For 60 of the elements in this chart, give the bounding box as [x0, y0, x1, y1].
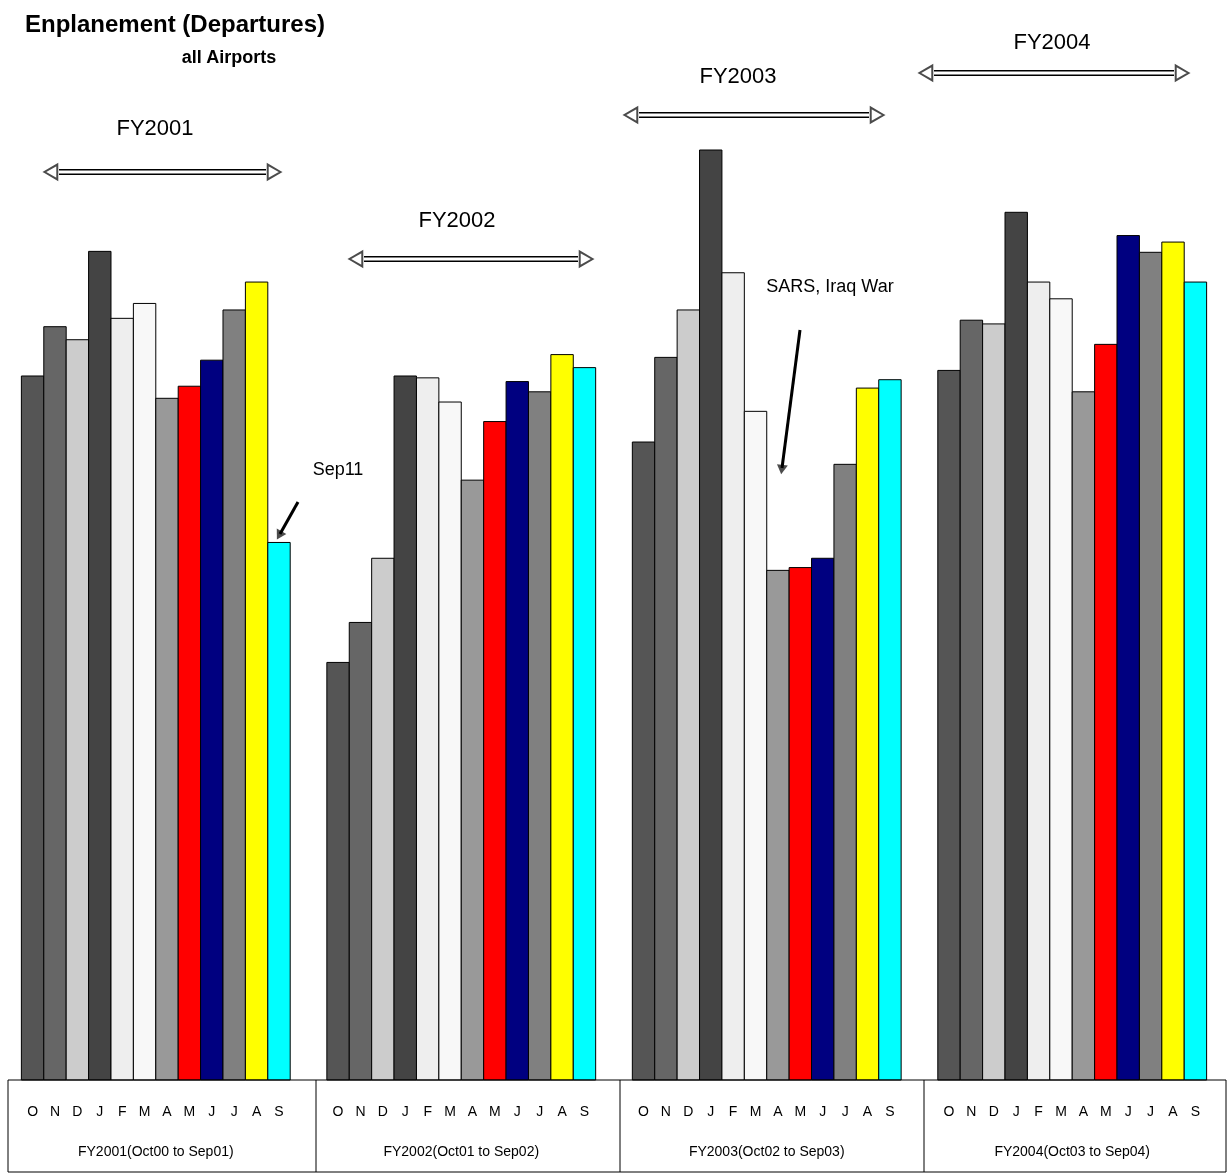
text: O — [943, 1103, 955, 1119]
text: M — [794, 1103, 807, 1119]
series-label: O — [27, 1103, 39, 1119]
text: FY2003 — [699, 63, 777, 88]
text: A — [557, 1103, 567, 1119]
text: F — [728, 1103, 738, 1119]
text: M — [444, 1103, 456, 1119]
text: M — [749, 1103, 762, 1119]
chart-title: Enplanement (Departures) — [24, 10, 326, 37]
series-label: D — [72, 1103, 83, 1119]
series-label: A — [162, 1103, 173, 1119]
text: A — [1168, 1103, 1178, 1119]
text: M — [1099, 1103, 1112, 1119]
text: N — [355, 1103, 366, 1119]
series-label: M — [138, 1103, 151, 1119]
text: D — [377, 1103, 388, 1119]
annotation: FY2002 — [418, 207, 496, 232]
text: J — [513, 1103, 521, 1119]
series-label: N — [49, 1103, 61, 1119]
text: M — [489, 1103, 501, 1119]
series-label: S — [274, 1103, 284, 1119]
text: O — [638, 1103, 649, 1119]
text: J — [1147, 1103, 1155, 1119]
text: S — [579, 1103, 590, 1119]
text: FY2004 — [1013, 29, 1091, 54]
text: J — [819, 1103, 827, 1119]
series-label: F — [117, 1103, 127, 1119]
annotation: SARS, Iraq War — [766, 276, 894, 296]
text: J — [1012, 1103, 1020, 1119]
text: N — [660, 1103, 671, 1119]
text: D — [683, 1103, 694, 1119]
text: F — [1034, 1103, 1043, 1119]
text: A — [862, 1103, 873, 1119]
text: FY2001 — [116, 115, 194, 140]
text: A — [467, 1103, 478, 1119]
text: J — [707, 1103, 715, 1119]
series-label: J — [96, 1103, 104, 1119]
x-tick-label: FY2002(Oct01 to Sep02) — [383, 1142, 540, 1159]
text: J — [1124, 1103, 1132, 1119]
text: A — [773, 1103, 783, 1119]
text: J — [841, 1103, 849, 1119]
text: O — [332, 1103, 344, 1119]
series-label: M — [183, 1103, 196, 1119]
text: N — [966, 1103, 977, 1119]
text: S — [885, 1103, 895, 1119]
text: J — [401, 1103, 409, 1119]
series-label: J — [208, 1103, 216, 1119]
series-label: J — [230, 1103, 238, 1119]
text: S — [1190, 1103, 1201, 1119]
text: A — [1078, 1103, 1089, 1119]
x-tick-label: FY2003(Oct02 to Sep03) — [688, 1142, 845, 1159]
x-tick-label: FY2004(Oct03 to Sep04) — [994, 1142, 1151, 1159]
text: M — [1055, 1103, 1067, 1119]
text: D — [988, 1103, 999, 1119]
x-tick-label: FY2001(Oct00 to Sep01) — [77, 1142, 234, 1159]
chart-subtitle: all Airports — [181, 47, 277, 67]
annotation: Sep11 — [312, 459, 364, 479]
text: J — [536, 1103, 544, 1119]
series-label: A — [251, 1103, 262, 1119]
text: F — [423, 1103, 432, 1119]
